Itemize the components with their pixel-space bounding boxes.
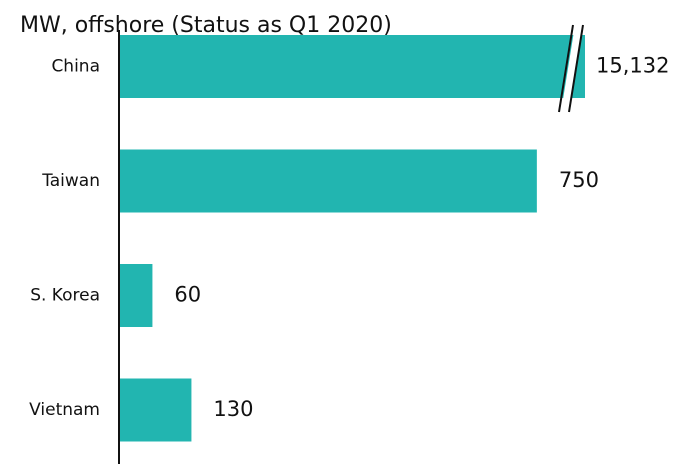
axis-break-gap (561, 25, 583, 112)
value-label: 15,132 (596, 54, 669, 78)
y-tick-label: Vietnam (29, 400, 100, 420)
y-tick-label: S. Korea (30, 286, 100, 306)
bar (119, 378, 192, 442)
bar (119, 264, 153, 327)
bar (119, 35, 585, 98)
axis-break-mark (568, 24, 584, 113)
y-tick-label: Taiwan (41, 171, 100, 191)
bar (119, 149, 537, 213)
axis-break-mark (558, 24, 574, 113)
value-label: 60 (174, 283, 201, 307)
chart-title: MW, offshore (Status as Q1 2020) (20, 13, 392, 38)
value-label: 750 (559, 168, 599, 192)
value-label: 130 (213, 397, 253, 421)
y-tick-label: China (51, 57, 100, 77)
